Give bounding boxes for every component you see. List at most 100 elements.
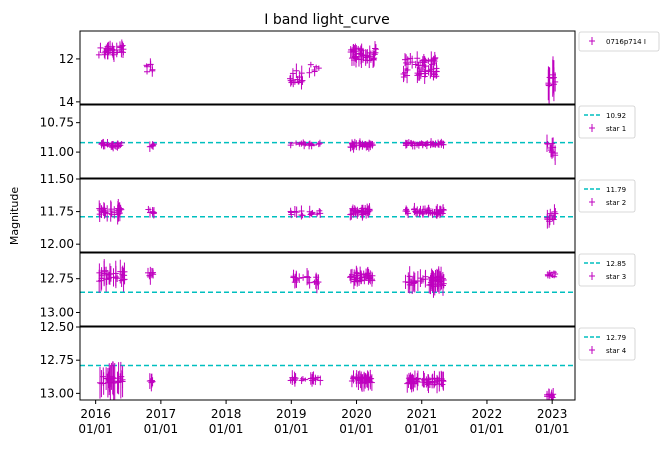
data-point <box>104 42 111 56</box>
data-point <box>347 269 354 284</box>
data-point <box>100 141 107 150</box>
y-tick-label: 12.00 <box>40 237 74 251</box>
panel-frame <box>79 252 576 327</box>
data-point <box>436 371 443 387</box>
data-point <box>298 74 305 90</box>
data-point <box>121 267 128 284</box>
data-point <box>423 141 430 144</box>
data-point <box>440 278 447 289</box>
data-point <box>144 69 151 75</box>
y-tick-label: 13.00 <box>40 386 74 400</box>
data-point <box>366 273 373 283</box>
data-point <box>549 274 556 278</box>
y-tick-label: 12.75 <box>40 272 74 286</box>
data-point <box>118 39 125 53</box>
data-point <box>349 139 356 147</box>
panel-1: 12 14 0716p714 I <box>59 30 660 109</box>
panel-frame <box>79 104 576 179</box>
data-point <box>352 43 359 59</box>
data-point <box>112 260 119 287</box>
data-point <box>312 375 319 382</box>
data-point <box>422 269 429 284</box>
panel-frame <box>79 30 576 105</box>
x-tick-label-year: 2021 <box>406 407 437 421</box>
data-point <box>430 72 437 81</box>
data-point <box>368 374 375 391</box>
data-point <box>313 272 320 282</box>
data-point <box>357 377 364 389</box>
data-point <box>306 140 313 147</box>
data-point <box>298 210 305 220</box>
data-point <box>435 139 442 148</box>
data-point <box>372 49 379 56</box>
data-point <box>114 274 121 282</box>
data-point <box>290 73 297 88</box>
data-point <box>437 205 444 217</box>
data-point <box>433 206 440 219</box>
x-tick-label-date: 01/01 <box>404 422 439 436</box>
data-point <box>115 143 122 148</box>
data-point <box>419 59 426 71</box>
data-point <box>106 271 113 285</box>
y-tick-label: 12.75 <box>40 353 74 367</box>
data-point <box>356 138 363 149</box>
panel-3: 11.50 11.75 12.00 11.79 star 2 <box>40 172 636 253</box>
data-point <box>411 202 418 216</box>
data-point <box>424 379 431 387</box>
data-point <box>109 144 116 150</box>
data-point <box>290 273 297 282</box>
data-point <box>316 208 323 214</box>
data-point <box>97 42 104 54</box>
legend-4: 12.85 star 3 <box>578 253 636 287</box>
data-point <box>356 277 363 286</box>
data-point <box>361 374 368 382</box>
data-point <box>414 206 421 217</box>
data-point <box>546 213 553 226</box>
data-point <box>551 204 558 220</box>
legend-3: 11.79 star 2 <box>578 179 636 213</box>
data-point <box>425 204 432 217</box>
y-tick-label: 14 <box>59 95 74 109</box>
legend-5: 12.79 star 4 <box>578 327 636 361</box>
data-point <box>356 140 363 151</box>
data-point <box>101 266 108 275</box>
data-point <box>350 54 357 66</box>
data-point <box>100 372 107 395</box>
data-point <box>430 380 437 389</box>
data-point <box>104 205 111 222</box>
data-point <box>293 273 300 289</box>
data-point <box>291 376 298 385</box>
y-tick-label: 12 <box>59 52 74 66</box>
data-point <box>438 266 445 286</box>
x-tick-label-date: 01/01 <box>209 422 244 436</box>
data-point <box>104 139 111 148</box>
data-point <box>292 373 299 384</box>
data-point <box>546 214 553 228</box>
data-point <box>439 211 446 216</box>
data-point <box>434 376 441 385</box>
data-point <box>546 269 553 276</box>
data-point <box>316 139 323 147</box>
data-point <box>308 210 315 217</box>
data-point <box>431 51 438 66</box>
legend-label: 12.79 <box>606 334 626 342</box>
legend-label: 10.92 <box>606 112 626 120</box>
data-point <box>302 377 309 382</box>
legend-label: 12.85 <box>606 260 626 268</box>
data-point <box>299 76 306 85</box>
y-tick-label: 10.75 <box>40 116 74 130</box>
panel-frame <box>79 326 576 401</box>
data-point <box>105 142 112 147</box>
data-point <box>550 137 557 158</box>
data-point <box>351 45 358 54</box>
data-point <box>119 41 126 50</box>
y-tick-label: 11.50 <box>40 172 74 186</box>
data-point <box>412 60 419 69</box>
x-tick-label-year: 2018 <box>211 407 242 421</box>
data-point <box>410 275 417 292</box>
data-point <box>366 206 373 215</box>
data-point <box>149 207 156 217</box>
x-tick-label-year: 2017 <box>146 407 177 421</box>
data-point <box>550 270 557 274</box>
